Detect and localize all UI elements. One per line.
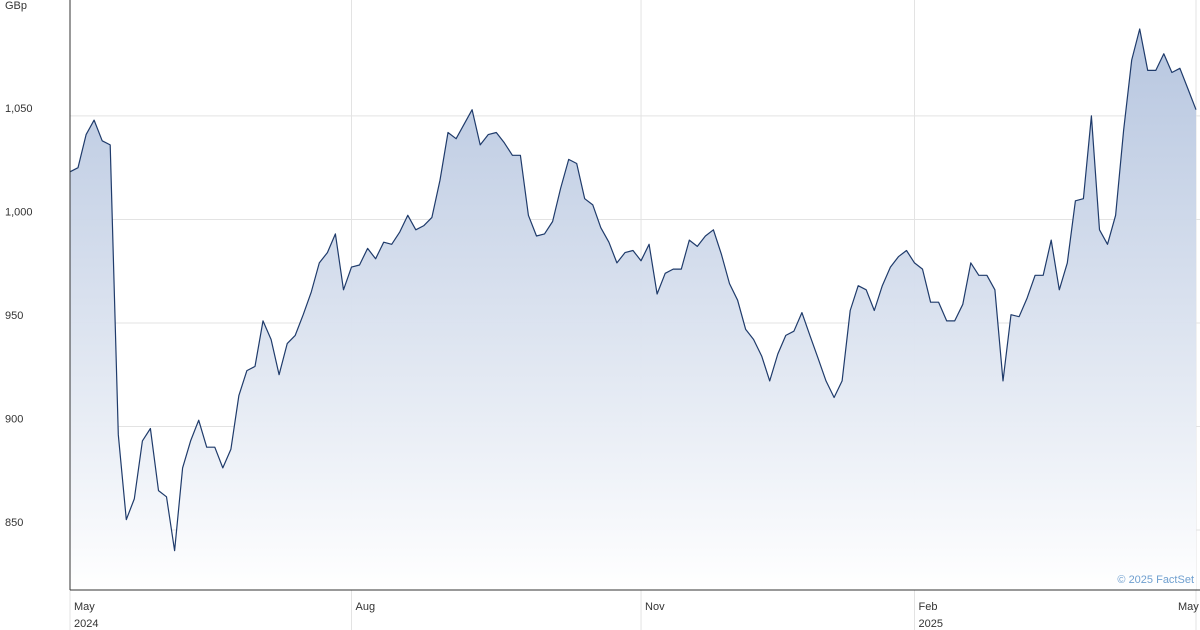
credit: © 2025 FactSet [1117, 574, 1194, 586]
y-unit-label: GBp [5, 0, 27, 12]
area [70, 29, 1196, 590]
y-tick-label: 1,000 [5, 206, 33, 218]
x-year-label: 2024 [74, 618, 98, 630]
y-tick-label: 950 [5, 310, 23, 322]
price-line [69, 28, 1197, 552]
x-tick-label: May [74, 601, 95, 613]
y-tick-label: 1,050 [5, 103, 33, 115]
y-tick-label: 900 [5, 413, 23, 425]
x-tick-label: Aug [356, 601, 376, 613]
y-tick-label: 850 [5, 517, 23, 529]
x-tick-label: May [1178, 601, 1199, 613]
x-year-label: 2025 [919, 618, 943, 630]
x-tick-label: Nov [645, 601, 665, 613]
x-tick-label: Feb [919, 601, 938, 613]
